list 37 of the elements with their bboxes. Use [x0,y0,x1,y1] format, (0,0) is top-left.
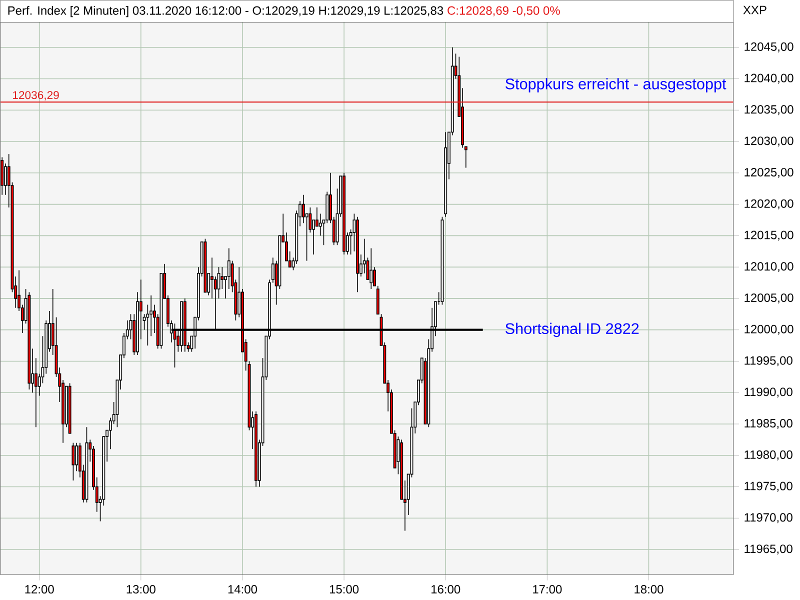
x-tick-label: 13:00 [126,585,156,594]
annotation: Stoppkurs erreicht - ausgestoppt [506,78,726,92]
candlestick [4,163,7,196]
y-tick-label: 12000,00 [744,324,794,335]
y-tick-label: 12025,00 [744,168,794,178]
ref-line-label: 12036,29 [13,91,59,100]
y-tick-label: 12020,00 [744,199,794,210]
text: XXP [743,6,766,14]
y-tick-label: 12005,00 [744,294,794,304]
x-tick-label: 18:00 [634,585,664,594]
y-tick-label: 11970,00 [744,513,792,524]
y-tick-label: 11965,00 [744,544,792,554]
y-tick-label: 12010,00 [744,262,794,272]
y-tick-label: 12045,00 [744,42,794,52]
x-tick-label: 14:00 [228,585,258,594]
chart-subtitle: C:12028,69 -0,50 0% [448,6,560,16]
annotation: Shortsignal ID 2822 [506,322,639,338]
candlestick [227,248,230,290]
x-tick-label: 16:00 [432,585,460,594]
x-tick-label: 15:00 [330,585,359,594]
y-tick-label: 11980,00 [744,450,792,460]
y-tick-label: 11990,00 [744,388,792,398]
y-tick-label: 12030,00 [744,136,794,146]
chart-title: Perf. Index [2 Minuten] 03.11.2020 16:12:00 - O:12029,19 H:12029,19 L:12025,83 [8,6,444,18]
candlestick [72,442,75,481]
y-tick-label: 12040,00 [744,74,794,84]
y-tick-label: 11975,00 [744,482,792,492]
y-tick-label: 11985,00 [744,419,792,429]
x-tick-label: 17:00 [533,585,562,594]
candlestick [370,248,373,290]
y-tick-label: 12035,00 [744,105,794,116]
y-tick-label: 12015,00 [744,230,794,241]
candlestick [75,442,78,472]
candlestick [220,266,224,290]
candlestick [302,194,305,224]
y-tick-label: 11995,00 [744,356,792,366]
x-tick-label: 12:00 [25,585,54,594]
